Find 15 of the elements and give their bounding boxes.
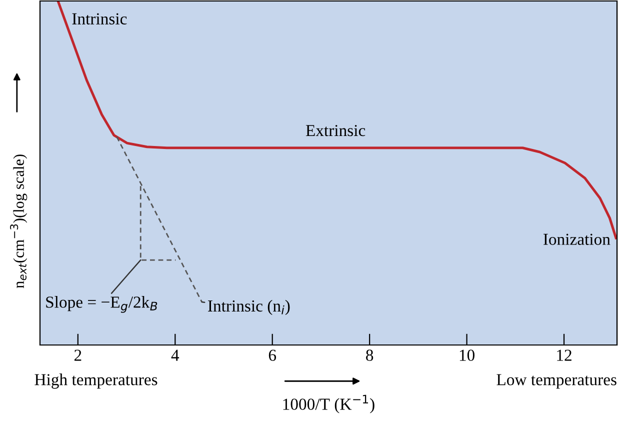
annotation: Intrinsic (n$_{i}$)	[208, 300, 290, 316]
x-axis-title: 1000/T (K$^{−1}$)	[283, 394, 374, 414]
x-tick-label: 8	[366, 350, 374, 361]
y-axis-title: n$_{ext}$(cm$^{−3}$)(log scale)	[10, 154, 28, 288]
annotation: Slope = −E$_{g}$/2k$_{B}$	[46, 296, 158, 313]
text: High temperatures	[34, 374, 158, 389]
annotation: Intrinsic	[72, 13, 127, 24]
text: Low temperatures	[496, 374, 616, 389]
annotation: Ionization	[544, 234, 610, 245]
x-tick-label: 6	[268, 350, 276, 361]
x-tick-label: 10	[460, 350, 474, 361]
annotation: Extrinsic	[306, 124, 366, 136]
x-tick-label: 12	[557, 350, 572, 361]
x-tick-label: 4	[171, 350, 180, 361]
x-tick-label: 2	[74, 350, 82, 361]
